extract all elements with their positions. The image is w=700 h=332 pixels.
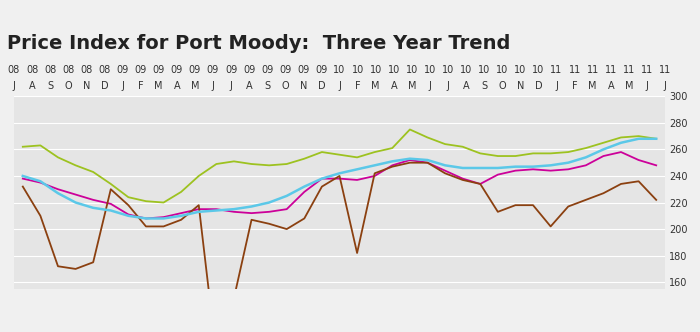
Text: 10: 10 [514, 65, 526, 75]
Text: 10: 10 [532, 65, 545, 75]
Text: S: S [481, 81, 487, 91]
Text: 08: 08 [8, 65, 20, 75]
Legend: Apartment, Attached, Detached, Residential Average (Greater Vancouver): Apartment, Attached, Detached, Residenti… [40, 329, 561, 332]
Text: 10: 10 [406, 65, 418, 75]
Text: 11: 11 [605, 65, 617, 75]
Text: D: D [101, 81, 108, 91]
Text: N: N [517, 81, 524, 91]
Text: M: M [155, 81, 163, 91]
Text: 08: 08 [80, 65, 92, 75]
Text: J: J [230, 81, 232, 91]
Text: J: J [447, 81, 449, 91]
Text: J: J [121, 81, 124, 91]
Text: A: A [608, 81, 614, 91]
Text: 11: 11 [623, 65, 635, 75]
Text: D: D [535, 81, 542, 91]
Text: 11: 11 [568, 65, 581, 75]
Text: 10: 10 [496, 65, 508, 75]
Text: 11: 11 [587, 65, 598, 75]
Text: A: A [174, 81, 180, 91]
Text: F: F [572, 81, 578, 91]
Text: 10: 10 [370, 65, 382, 75]
Text: O: O [498, 81, 506, 91]
Text: S: S [264, 81, 270, 91]
Text: 09: 09 [243, 65, 256, 75]
Text: 10: 10 [478, 65, 490, 75]
Text: F: F [355, 81, 360, 91]
Text: J: J [555, 81, 558, 91]
Text: A: A [463, 81, 470, 91]
Text: 09: 09 [134, 65, 147, 75]
Text: J: J [13, 81, 15, 91]
Text: F: F [138, 81, 144, 91]
Text: 09: 09 [315, 65, 328, 75]
Text: 09: 09 [261, 65, 273, 75]
Text: M: M [190, 81, 199, 91]
Text: 09: 09 [153, 65, 164, 75]
Text: 09: 09 [298, 65, 309, 75]
Text: 08: 08 [98, 65, 111, 75]
Text: J: J [211, 81, 214, 91]
Text: 08: 08 [26, 65, 38, 75]
Text: M: M [372, 81, 380, 91]
Text: D: D [318, 81, 326, 91]
Text: J: J [428, 81, 431, 91]
Text: O: O [281, 81, 289, 91]
Text: N: N [83, 81, 90, 91]
Text: 11: 11 [550, 65, 563, 75]
Text: S: S [47, 81, 53, 91]
Text: 09: 09 [206, 65, 219, 75]
Text: 09: 09 [279, 65, 291, 75]
Text: J: J [664, 81, 666, 91]
Text: A: A [29, 81, 36, 91]
Text: Price Index for Port Moody:  Three Year Trend: Price Index for Port Moody: Three Year T… [7, 34, 510, 53]
Text: 11: 11 [640, 65, 653, 75]
Text: M: M [589, 81, 597, 91]
Text: 10: 10 [388, 65, 400, 75]
Text: 08: 08 [62, 65, 74, 75]
Text: 10: 10 [351, 65, 364, 75]
Text: M: M [624, 81, 633, 91]
Text: A: A [246, 81, 253, 91]
Text: 08: 08 [44, 65, 56, 75]
Text: N: N [300, 81, 307, 91]
Text: 11: 11 [659, 65, 671, 75]
Text: 09: 09 [171, 65, 183, 75]
Text: 09: 09 [189, 65, 201, 75]
Text: 10: 10 [424, 65, 436, 75]
Text: 09: 09 [225, 65, 237, 75]
Text: 10: 10 [442, 65, 454, 75]
Text: 10: 10 [460, 65, 473, 75]
Text: A: A [391, 81, 397, 91]
Text: 10: 10 [333, 65, 346, 75]
Text: J: J [645, 81, 648, 91]
Text: 09: 09 [116, 65, 129, 75]
Text: O: O [64, 81, 72, 91]
Text: J: J [338, 81, 341, 91]
Text: M: M [407, 81, 416, 91]
